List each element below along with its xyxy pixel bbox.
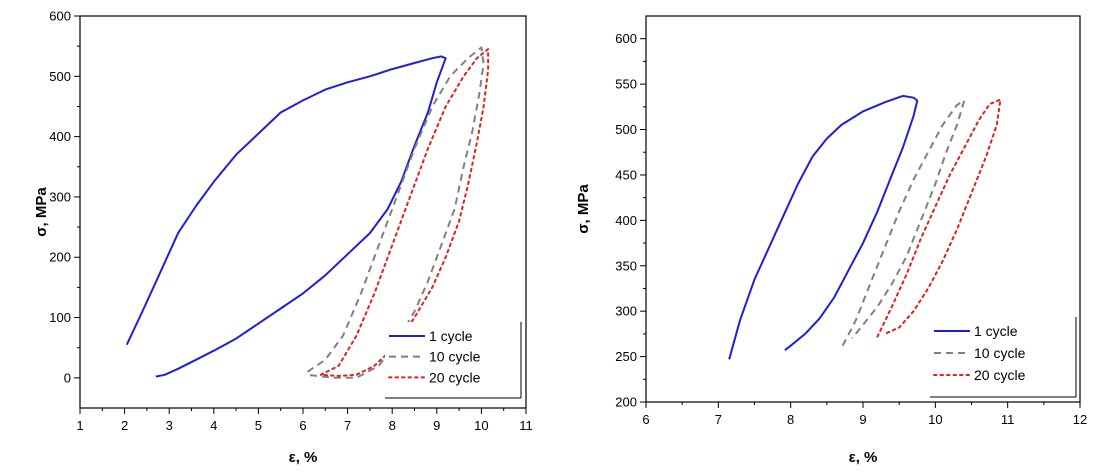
- x-tick-label: 2: [121, 418, 128, 433]
- x-tick-label: 8: [389, 418, 396, 433]
- x-tick-label: 6: [642, 412, 649, 427]
- x-tick-label: 8: [787, 412, 794, 427]
- x-tick-label: 10: [928, 412, 942, 427]
- x-tick-label: 6: [299, 418, 306, 433]
- y-tick-label: 200: [49, 250, 71, 265]
- y-tick-label: 500: [49, 69, 71, 84]
- x-tick-label: 5: [255, 418, 262, 433]
- x-tick-label: 10: [474, 418, 488, 433]
- legend-label-2: 10 cycle: [429, 349, 481, 365]
- y-axis-label: σ, MPa: [33, 187, 50, 237]
- legend: 1 cycle 10 cycle 20 cycle: [385, 322, 522, 399]
- x-tick-label: 1: [76, 418, 83, 433]
- x-tick-label: 11: [1001, 412, 1015, 427]
- y-tick-label: 100: [49, 310, 71, 325]
- legend: 1 cycle 10 cycle 20 cycle: [930, 317, 1077, 398]
- chart-left: 1 2 3 4 5 6 7 8 9 10 11 0 100 200 300 400 500 600 ε, % σ, M…: [33, 9, 533, 467]
- x-tick-label: 4: [210, 418, 217, 433]
- x-tick-label: 3: [166, 418, 173, 433]
- legend-label-1: 1 cycle: [429, 328, 473, 344]
- series-line-3: [876, 98, 1002, 338]
- legend-label-1: 1 cycle: [974, 323, 1018, 339]
- x-axis-label: ε, %: [849, 449, 878, 466]
- y-tick-label: 300: [615, 304, 637, 319]
- x-tick-label: 7: [715, 412, 722, 427]
- y-tick-label: 400: [615, 213, 637, 228]
- y-tick-label: 400: [49, 129, 71, 144]
- series-line-1: [728, 94, 919, 360]
- legend-label-3: 20 cycle: [429, 369, 481, 385]
- y-tick-label: 450: [615, 167, 637, 182]
- series-line-1: [125, 55, 447, 378]
- x-axis-label: ε, %: [289, 449, 318, 466]
- y-axis-label: σ, MPa: [575, 184, 592, 234]
- x-tick-label: 7: [344, 418, 351, 433]
- y-tick-label: 600: [49, 9, 71, 24]
- x-tick-label: 11: [519, 418, 533, 433]
- x-tick-label: 9: [433, 418, 440, 433]
- chart-right: 6 7 8 9 10 11 12 200 250 300 350 400 450 500 550 600 ε, …: [575, 15, 1087, 466]
- legend-label-3: 20 cycle: [974, 367, 1026, 383]
- y-tick-label: 350: [615, 258, 637, 273]
- series-line-2: [841, 99, 966, 347]
- y-tick-label: 500: [615, 122, 637, 137]
- y-tick-label: 0: [64, 370, 71, 385]
- y-tick-label: 600: [615, 31, 637, 46]
- x-tick-label: 9: [859, 412, 866, 427]
- y-tick-label: 300: [49, 189, 71, 204]
- legend-label-2: 10 cycle: [974, 345, 1026, 361]
- legend-box: [385, 322, 521, 398]
- y-tick-label: 250: [615, 349, 637, 364]
- y-tick-label: 550: [615, 77, 637, 92]
- y-tick-label: 200: [615, 395, 637, 410]
- x-tick-label: 12: [1073, 412, 1087, 427]
